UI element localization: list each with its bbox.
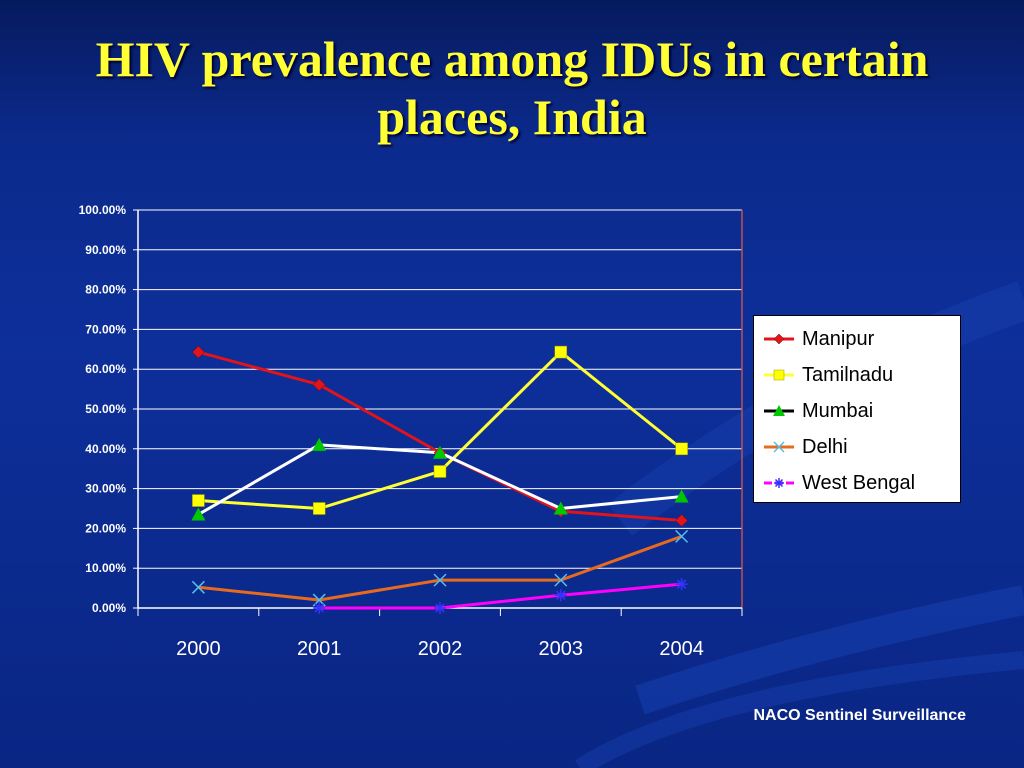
data-point-manipur	[192, 345, 205, 359]
y-tick-label: 80.00%	[85, 283, 126, 297]
legend-item-delhi: Delhi	[762, 432, 848, 462]
legend-swatch-tamilnadu	[764, 369, 794, 381]
y-tick-label: 70.00%	[85, 322, 126, 336]
data-point-tamilnadu	[433, 465, 447, 478]
data-point-mumbai	[191, 507, 206, 521]
y-tick-label: 90.00%	[85, 243, 126, 257]
data-point-west-bengal	[313, 602, 326, 614]
legend-marker	[773, 405, 785, 416]
data-point-delhi	[675, 529, 689, 543]
legend-item-west-bengal: West Bengal	[762, 468, 915, 498]
y-tick-label: 100.00%	[79, 203, 127, 217]
legend-label: West Bengal	[802, 471, 916, 494]
y-tick-label: 0.00%	[92, 601, 126, 615]
x-tick-label: 2000	[176, 638, 221, 660]
x-tick-label: 2003	[539, 638, 584, 660]
data-point-west-bengal	[675, 578, 688, 591]
legend-swatch-manipur	[764, 333, 794, 345]
data-point-mumbai	[433, 445, 447, 459]
data-point-delhi	[191, 580, 205, 594]
y-tick-label: 30.00%	[85, 482, 126, 496]
series-line-manipur	[198, 350, 682, 522]
data-point-tamilnadu	[192, 494, 205, 507]
legend-item-tamilnadu: Tamilnadu	[762, 360, 893, 390]
legend-marker	[773, 333, 785, 345]
y-tick-label: 60.00%	[85, 362, 126, 376]
x-tick-label: 2001	[297, 638, 342, 660]
data-point-west-bengal	[554, 589, 567, 602]
legend-swatch-delhi	[764, 441, 794, 453]
legend-label: Tamilnadu	[802, 363, 894, 386]
y-tick-label: 40.00%	[85, 442, 126, 456]
legend-label: Mumbai	[802, 399, 874, 422]
legend-item-manipur: Manipur	[762, 324, 874, 354]
data-point-manipur	[312, 378, 326, 392]
y-tick-label: 10.00%	[85, 561, 126, 575]
data-point-manipur	[675, 514, 688, 527]
data-point-delhi	[433, 573, 447, 587]
slide-title: HIV prevalence among IDUs in certain pla…	[95, 31, 929, 145]
data-point-tamilnadu	[675, 442, 688, 456]
series-line-west-bengal	[319, 582, 682, 610]
series-line-tamilnadu	[198, 350, 683, 510]
legend-label: Manipur	[802, 327, 875, 350]
legend-marker	[773, 441, 785, 453]
legend-swatch-west-bengal	[764, 478, 794, 488]
legend-marker	[773, 369, 785, 381]
data-point-mumbai	[553, 501, 568, 515]
data-point-mumbai	[312, 437, 327, 451]
legend-swatch-mumbai	[764, 405, 794, 416]
data-point-tamilnadu	[554, 345, 568, 359]
data-point-west-bengal	[434, 602, 446, 614]
data-point-mumbai	[674, 489, 689, 503]
legend-marker	[774, 478, 784, 488]
x-tick-label: 2002	[418, 638, 463, 660]
chart-legend: Manipur Tamilnadu Mumbai Delhi West Bengal	[753, 315, 961, 503]
data-point-tamilnadu	[312, 502, 326, 515]
y-tick-label: 50.00%	[85, 402, 126, 416]
y-tick-label: 20.00%	[85, 521, 126, 535]
data-point-delhi	[554, 573, 568, 587]
source-note: NACO Sentinel Surveillance	[753, 707, 966, 724]
legend-item-mumbai: Mumbai	[762, 396, 873, 426]
legend-label: Delhi	[802, 435, 848, 458]
x-tick-label: 2004	[659, 638, 704, 660]
